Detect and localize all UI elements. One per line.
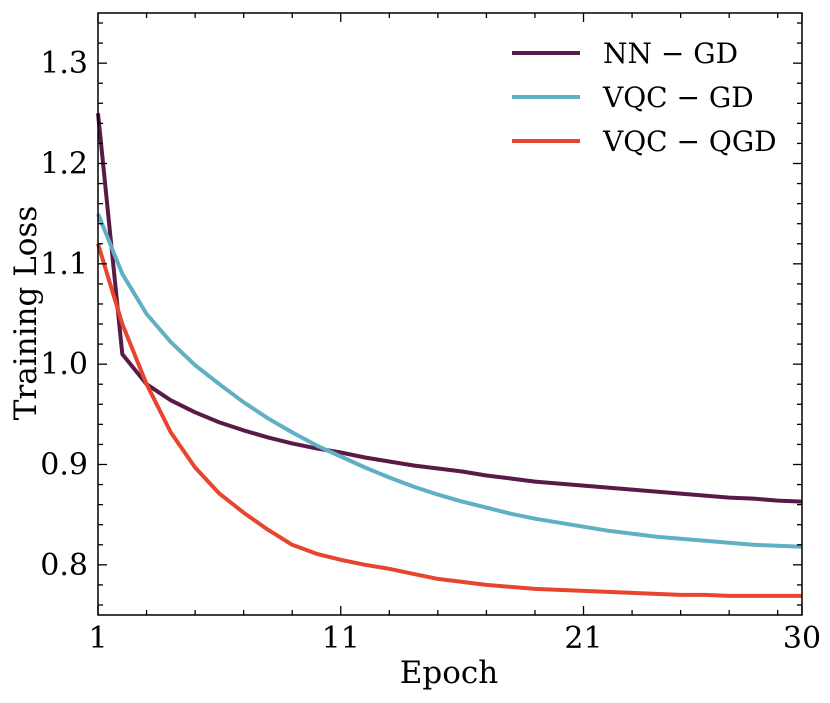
x-tick-label: 21 — [564, 621, 602, 656]
series-line-1 — [96, 113, 803, 504]
y-tick-label: 0.9 — [40, 448, 88, 483]
y-tick-label: 1.2 — [40, 147, 88, 182]
plot-area — [96, 113, 803, 598]
y-axis-label: Training Loss — [8, 206, 44, 421]
series-line-3 — [96, 243, 802, 598]
axes-frame — [97, 12, 803, 616]
x-tick-label: 30 — [783, 621, 821, 656]
y-tick-label: 1.0 — [40, 347, 88, 382]
legend-label-2: VQC − GD — [602, 81, 754, 114]
series-line-2 — [96, 212, 803, 549]
y-tick-label: 1.1 — [40, 247, 88, 282]
x-tick-label: 1 — [88, 621, 107, 656]
legend-label-1: NN − GD — [603, 37, 738, 70]
y-tick-label: 1.3 — [40, 46, 88, 81]
legend-label-3: VQC − QGD — [602, 125, 777, 158]
y-tick-label: 0.8 — [40, 548, 88, 583]
axes: 1 11 21 300.80.91.01.11.21.3 — [40, 12, 821, 656]
x-axis-label: Epoch — [400, 655, 498, 691]
x-tick-label: 11 — [322, 621, 360, 656]
legend: NN − GD VQC − GD VQC − QGD — [512, 37, 777, 158]
